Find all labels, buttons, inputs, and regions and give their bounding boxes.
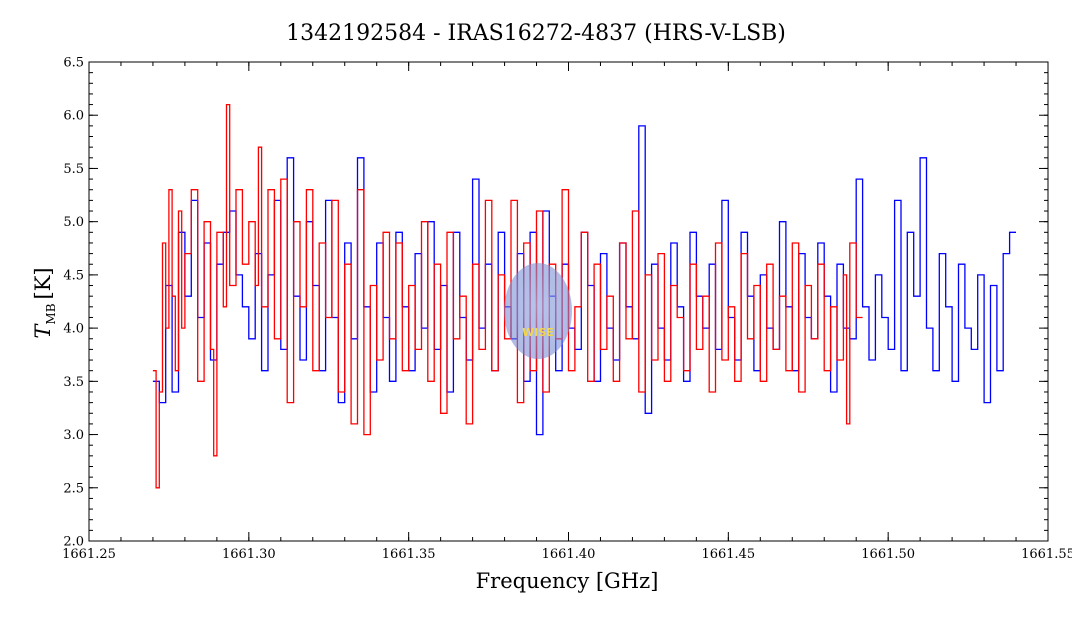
x-axis-label: Frequency [GHz] [476,569,659,593]
y-tick-labels: 2.0 2.5 3.0 3.5 4.0 4.5 5.0 5.5 6.0 6.5 [63,56,84,550]
y-tick-label: 5.5 [63,162,84,177]
y-tick-label: 2.5 [63,481,84,496]
x-tick-label: 1661.55 [1021,547,1072,562]
y-tick-label: 4.0 [63,322,84,337]
x-tick-label: 1661.35 [382,547,436,562]
series-layer [152,103,1016,489]
x-tick-label: 1661.40 [542,547,596,562]
y-tick-label: 6.0 [63,109,84,124]
y-tick-label: 5.0 [63,215,84,230]
y-tick-label: 3.0 [63,428,84,443]
wise-logo-text: WISE [522,326,554,339]
x-tick-label: 1661.30 [222,547,276,562]
y-axis-label-sub: MB [44,303,58,324]
series-line-0 [152,125,1016,436]
x-tick-label: 1661.45 [701,547,755,562]
x-tick-labels: 1661.25 1661.30 1661.35 1661.40 1661.45 1661.… [62,547,1072,562]
x-tick-label: 1661.25 [62,547,116,562]
y-axis-label-unit: [K] [31,267,55,299]
x-tick-label: 1661.50 [861,547,915,562]
y-tick-label: 6.5 [63,56,84,71]
svg-text:TMB[K]: TMB [K] [31,267,58,338]
y-tick-label: 3.5 [63,375,84,390]
y-tick-label: 2.0 [63,535,84,550]
y-tick-label: 4.5 [63,268,84,283]
plot-area: 1661.25 1661.30 1661.35 1661.40 1661.45 1661.… [62,56,1072,563]
y-axis-label: TMB [K] [31,267,58,338]
y-axis-label-main: T [31,323,55,339]
chart-title: 1342192584 - IRAS16272-4837 (HRS-V-LSB) [286,21,786,46]
wise-logo-circle [504,263,572,359]
wise-logo: WISE [504,263,572,359]
tick-marks [88,61,1049,542]
series-line-1 [152,103,863,489]
